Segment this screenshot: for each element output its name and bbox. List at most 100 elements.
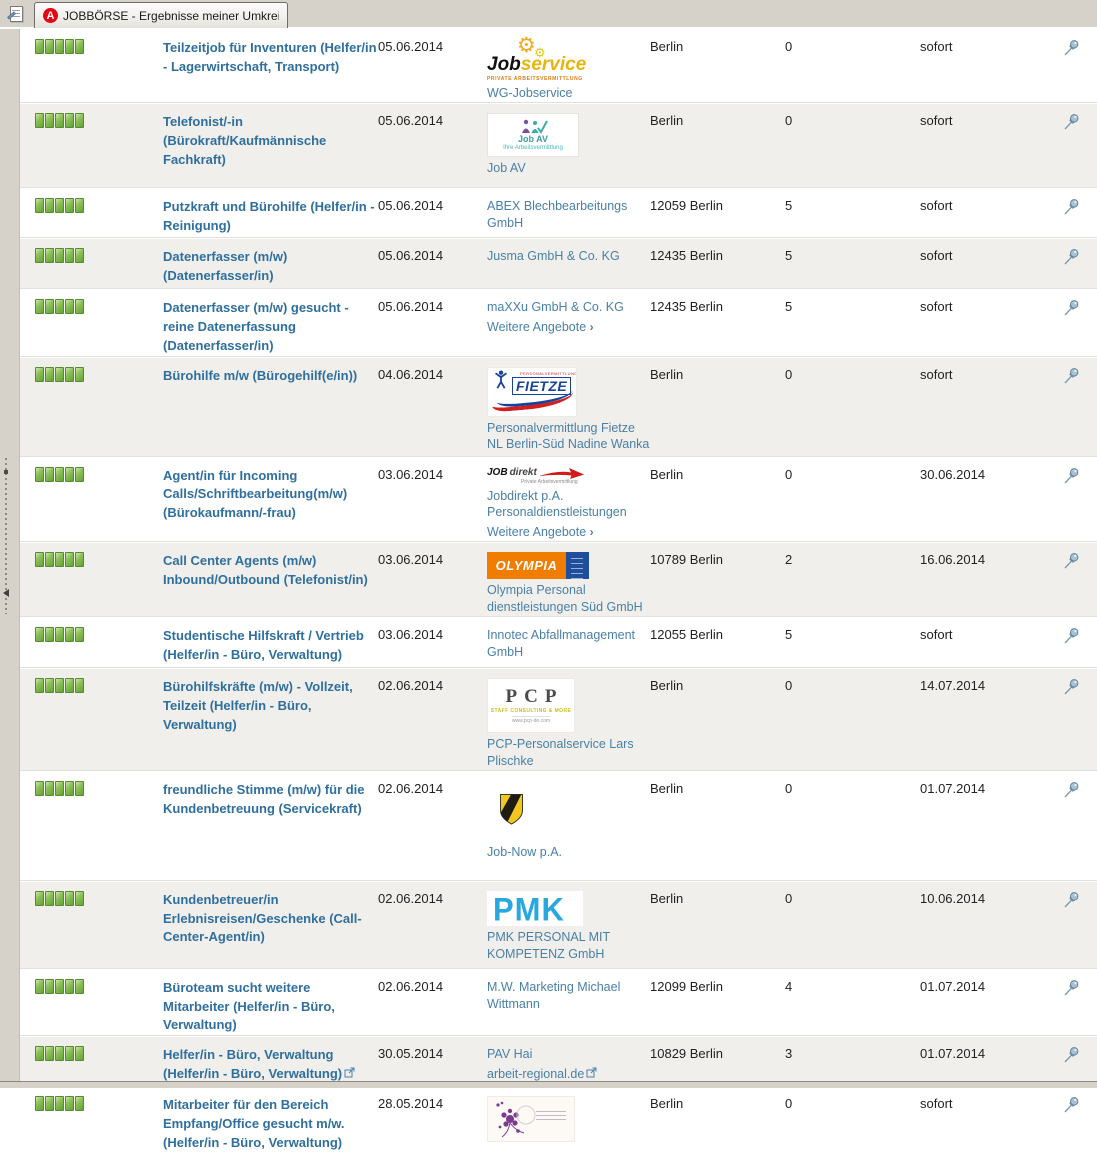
rating-square-icon bbox=[65, 891, 74, 906]
olympia-company-logo[interactable]: OLYMPIA bbox=[487, 552, 650, 579]
pushpin-icon[interactable] bbox=[1062, 781, 1080, 802]
wg-company-logo[interactable]: ⚙ ⚙ Jobservice PRIVATE ARBEITSVERMITTLUN… bbox=[487, 39, 650, 82]
pushpin-icon[interactable] bbox=[1062, 113, 1080, 134]
job-title-link[interactable]: Studentische Hilfskraft / Vertrieb (Helf… bbox=[163, 628, 364, 662]
fietze-company-logo[interactable]: PERSONALVERMITTLUNG FIETZE bbox=[487, 367, 650, 417]
pin-cell bbox=[1048, 103, 1097, 187]
pushpin-icon[interactable] bbox=[1062, 39, 1080, 60]
job-title-link[interactable]: Agent/in für Incoming Calls/Schriftbearb… bbox=[163, 468, 347, 521]
company-cell: ABEX Blechbearbeitungs GmbH bbox=[487, 188, 650, 237]
more-offers-link[interactable]: Weitere Angebote › bbox=[487, 319, 650, 336]
rating-square-icon bbox=[55, 891, 64, 906]
rating-square-icon bbox=[35, 979, 44, 994]
title-cell: Datenerfasser (m/w) (Datenerfasser/in) bbox=[163, 238, 378, 288]
company-link[interactable]: Job AV bbox=[487, 160, 650, 177]
rating-square-icon bbox=[35, 248, 44, 263]
people-icon bbox=[517, 119, 549, 134]
location-text: Berlin bbox=[650, 103, 785, 187]
company-cell bbox=[487, 1086, 650, 1155]
company-link[interactable]: Innotec Abfallmanagement GmbH bbox=[487, 627, 650, 661]
job-title-link[interactable]: Datenerfasser (m/w) gesucht - reine Date… bbox=[163, 300, 349, 353]
start-date: sofort bbox=[920, 103, 1048, 187]
rating-square-icon bbox=[65, 552, 74, 567]
job-row: Büroteam sucht weitere Mitarbeiter (Helf… bbox=[20, 968, 1097, 1036]
pushpin-icon[interactable] bbox=[1062, 979, 1080, 1000]
rating-square-icon bbox=[75, 678, 84, 693]
rating-square-icon bbox=[55, 678, 64, 693]
location-text: 12059 Berlin bbox=[650, 188, 785, 237]
job-title-link[interactable]: Mitarbeiter für den Bereich Empfang/Offi… bbox=[163, 1097, 345, 1150]
pushpin-icon[interactable] bbox=[1062, 299, 1080, 320]
pushpin-icon[interactable] bbox=[1062, 1096, 1080, 1117]
rating-bars bbox=[35, 198, 84, 213]
job-title-link[interactable]: Bürohilfskräfte (m/w) - Vollzeit, Teilze… bbox=[163, 679, 353, 732]
flowers-company-logo[interactable] bbox=[487, 1096, 650, 1142]
jobav-company-logo[interactable]: Job AV Ihre Arbeitsvermittlung bbox=[487, 113, 650, 157]
tab-title: JOBBÖRSE - Ergebnisse meiner Umkreissuch… bbox=[63, 9, 279, 23]
job-title-link[interactable]: Telefonist/-in (Bürokraft/Kaufmännische … bbox=[163, 114, 326, 167]
pushpin-icon[interactable] bbox=[1062, 678, 1080, 699]
job-title-link[interactable]: Bürohilfe m/w (Bürogehilf(e/in)) bbox=[163, 368, 357, 383]
pushpin-icon[interactable] bbox=[1062, 627, 1080, 648]
company-link[interactable]: PAV Hai bbox=[487, 1046, 650, 1063]
company-cell: Job AV Ihre Arbeitsvermittlung Job AV bbox=[487, 103, 650, 187]
pushpin-icon[interactable] bbox=[1062, 367, 1080, 388]
job-title-link[interactable]: Teilzeitjob für Inventuren (Helfer/in - … bbox=[163, 40, 377, 74]
job-title-link[interactable]: Datenerfasser (m/w) (Datenerfasser/in) bbox=[163, 249, 287, 283]
pushpin-icon[interactable] bbox=[1062, 467, 1080, 488]
sidebar-splitter[interactable] bbox=[0, 29, 20, 1081]
job-title-link[interactable]: Helfer/in - Büro, Verwaltung (Helfer/in … bbox=[163, 1047, 355, 1081]
start-date: sofort bbox=[920, 1086, 1048, 1155]
pushpin-icon[interactable] bbox=[1062, 248, 1080, 269]
rating-square-icon bbox=[65, 467, 74, 482]
pcp-company-logo[interactable]: PCP STAFF CONSULTING & MORE www.pcp-de.c… bbox=[487, 678, 650, 733]
company-link[interactable]: PCP-Personalservice Lars Plischke bbox=[487, 736, 650, 770]
publish-date: 03.06.2014 bbox=[378, 542, 487, 616]
company-link[interactable]: Jobdirekt p.A. Personaldienstleistungen bbox=[487, 488, 650, 522]
start-date: sofort bbox=[920, 238, 1048, 288]
job-title-link[interactable]: Kundenbetreuer/in Erlebnisreisen/Geschen… bbox=[163, 892, 362, 945]
pushpin-icon[interactable] bbox=[1062, 1046, 1080, 1067]
start-date: 01.07.2014 bbox=[920, 969, 1048, 1036]
company-link[interactable]: M.W. Marketing Michael Wittmann bbox=[487, 979, 650, 1013]
company-link[interactable]: ABEX Blechbearbeitungs GmbH bbox=[487, 198, 650, 232]
pin-cell bbox=[1048, 457, 1097, 542]
company-link[interactable]: Job-Now p.A. bbox=[487, 844, 650, 861]
job-title-link[interactable]: Büroteam sucht weitere Mitarbeiter (Helf… bbox=[163, 980, 335, 1033]
rating-square-icon bbox=[65, 198, 74, 213]
rating-bars bbox=[35, 979, 84, 994]
browser-tab[interactable]: A JOBBÖRSE - Ergebnisse meiner Umkreissu… bbox=[34, 2, 288, 28]
location-text: Berlin bbox=[650, 881, 785, 968]
jobnow-company-logo[interactable] bbox=[487, 781, 650, 841]
rating-square-icon bbox=[35, 1046, 44, 1061]
company-link[interactable]: maXXu GmbH & Co. KG bbox=[487, 299, 650, 316]
job-title-link[interactable]: Call Center Agents (m/w) Inbound/Outboun… bbox=[163, 553, 368, 587]
rating-square-icon bbox=[45, 979, 54, 994]
pushpin-icon[interactable] bbox=[1062, 198, 1080, 219]
title-cell: Teilzeitjob für Inventuren (Helfer/in - … bbox=[163, 29, 378, 102]
quick-tabs-icon[interactable] bbox=[7, 5, 26, 24]
company-link[interactable]: Personalvermittlung Fietze NL Berlin-Süd… bbox=[487, 420, 650, 454]
pushpin-icon[interactable] bbox=[1062, 891, 1080, 912]
location-text: 12435 Berlin bbox=[650, 289, 785, 356]
rating-square-icon bbox=[75, 1046, 84, 1061]
rating-square-icon bbox=[75, 627, 84, 642]
rating-bars bbox=[35, 627, 84, 642]
job-row: Bürohilfskräfte (m/w) - Vollzeit, Teilze… bbox=[20, 667, 1097, 770]
applicant-count: 0 bbox=[785, 668, 920, 770]
job-row: Teilzeitjob für Inventuren (Helfer/in - … bbox=[20, 29, 1097, 102]
location-text: 10789 Berlin bbox=[650, 542, 785, 616]
job-title-link[interactable]: freundliche Stimme (m/w) für die Kundenb… bbox=[163, 782, 365, 816]
job-title-link[interactable]: Putzkraft und Bürohilfe (Helfer/in - Rei… bbox=[163, 199, 375, 233]
person-icon bbox=[493, 370, 509, 393]
company-link[interactable]: PMK PERSONAL MIT KOMPETENZ GmbH bbox=[487, 929, 650, 963]
pmk-company-logo[interactable]: PMK bbox=[487, 891, 650, 926]
splitter-collapse-arrow-icon[interactable] bbox=[3, 589, 9, 597]
company-link[interactable]: WG-Jobservice bbox=[487, 85, 650, 102]
company-link[interactable]: Jusma GmbH & Co. KG bbox=[487, 248, 650, 265]
title-cell: freundliche Stimme (m/w) für die Kundenb… bbox=[163, 771, 378, 880]
pushpin-icon[interactable] bbox=[1062, 552, 1080, 573]
company-link[interactable]: Olympia Personal dienstleistungen Süd Gm… bbox=[487, 582, 650, 616]
more-offers-link[interactable]: Weitere Angebote › bbox=[487, 524, 650, 541]
